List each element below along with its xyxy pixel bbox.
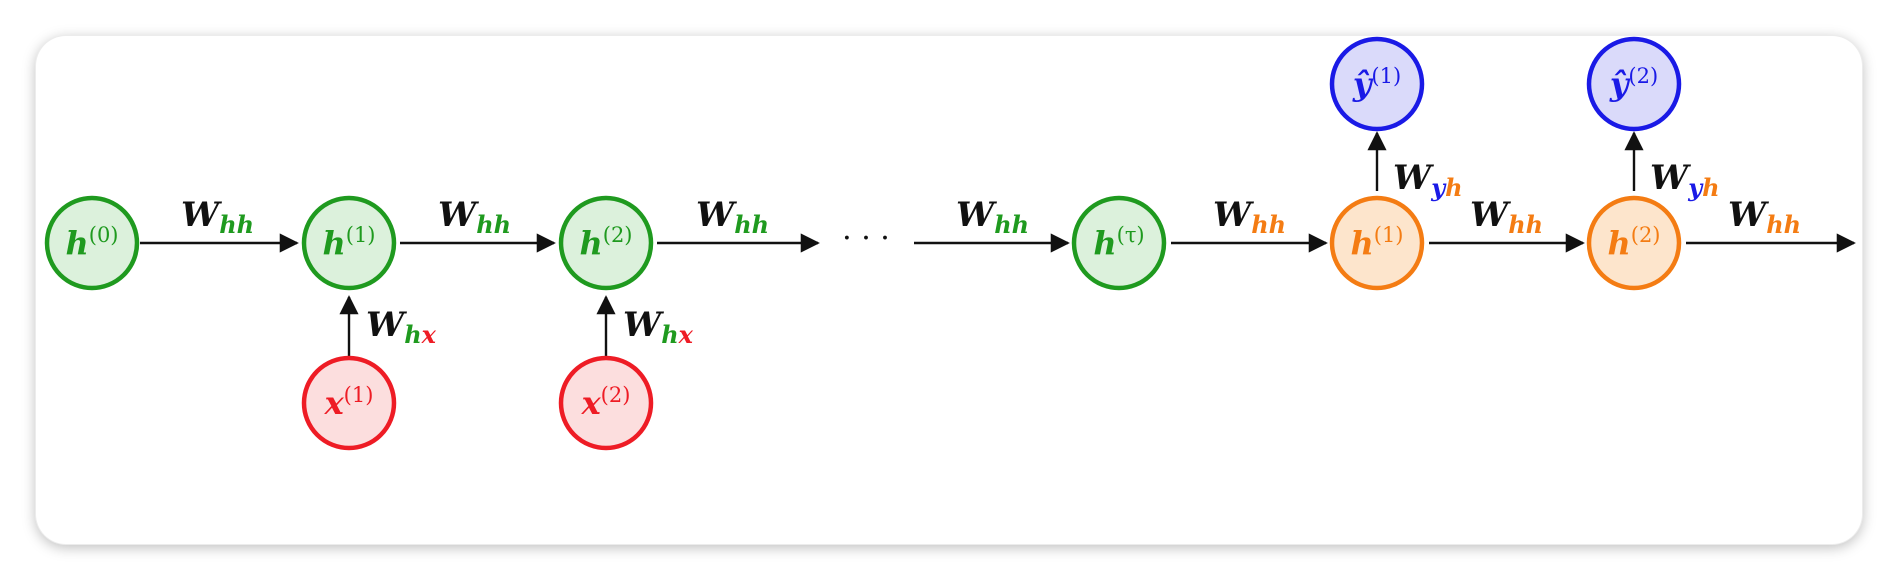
label-w-hh-dec-3: Whh — [1728, 195, 1801, 239]
node-y1: ŷ(1) — [1329, 36, 1425, 132]
node-h1: h(1) — [301, 195, 397, 291]
diagram-card: · · · h(0) h(1) h(2) x(1) x(2) h(τ) h(1)… — [36, 36, 1862, 544]
label-w-yh-2: Wyh — [1650, 158, 1720, 202]
svg-text:h(1): h(1) — [322, 223, 375, 262]
label-w-hx-1: Whx — [366, 305, 437, 349]
svg-text:h(1): h(1) — [1350, 223, 1403, 262]
node-h2: h(2) — [558, 195, 654, 291]
label-w-hh-3: Whh — [696, 195, 769, 239]
label-w-hh-2: Whh — [438, 195, 511, 239]
edges — [140, 131, 1856, 356]
svg-text:h(τ): h(τ) — [1093, 223, 1144, 262]
ellipsis: · · · — [842, 221, 890, 256]
node-hd1: h(1) — [1329, 195, 1425, 291]
rnn-diagram: · · · h(0) h(1) h(2) x(1) x(2) h(τ) h(1)… — [44, 36, 1856, 451]
label-w-hh-dec-1: Whh — [1213, 195, 1286, 239]
svg-text:h(2): h(2) — [1607, 223, 1660, 262]
node-x1: x(1) — [301, 355, 397, 451]
node-x2: x(2) — [558, 355, 654, 451]
label-w-hh-4: Whh — [956, 195, 1029, 239]
svg-text:x(2): x(2) — [581, 383, 631, 422]
node-htau: h(τ) — [1071, 195, 1167, 291]
svg-text:h(0): h(0) — [65, 223, 118, 262]
node-hd2: h(2) — [1586, 195, 1682, 291]
svg-text:ŷ(1): ŷ(1) — [1352, 64, 1401, 103]
svg-text:x(1): x(1) — [324, 383, 374, 422]
node-y2: ŷ(2) — [1586, 36, 1682, 132]
label-w-hx-2: Whx — [623, 305, 694, 349]
node-h0: h(0) — [44, 195, 140, 291]
svg-text:h(2): h(2) — [579, 223, 632, 262]
label-w-hh-dec-2: Whh — [1470, 195, 1543, 239]
label-w-yh-1: Wyh — [1393, 158, 1463, 202]
label-w-hh-1: Whh — [181, 195, 254, 239]
svg-text:ŷ(2): ŷ(2) — [1609, 64, 1658, 103]
